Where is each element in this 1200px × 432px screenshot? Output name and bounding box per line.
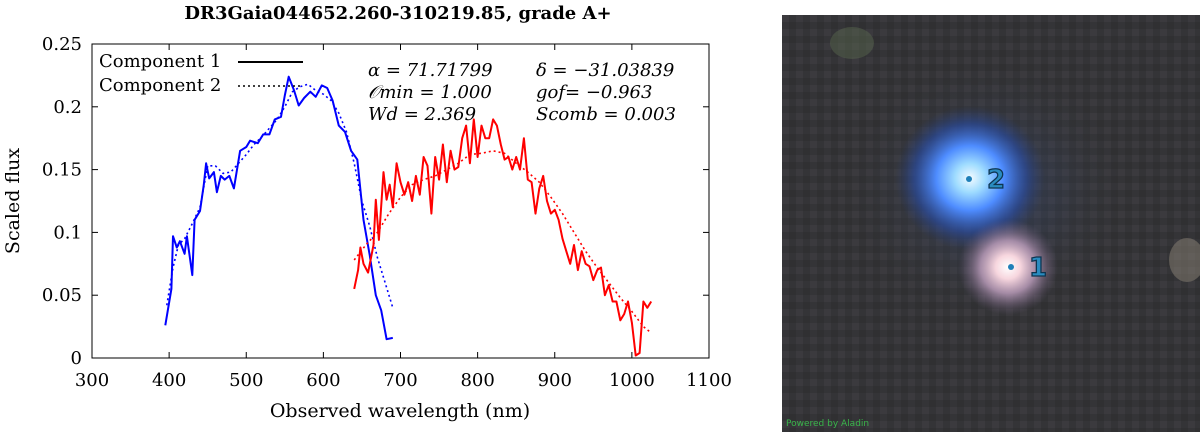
x-tick-label: 300	[75, 370, 109, 391]
x-tick-label: 1000	[609, 370, 655, 391]
annotation-ra: α = 71.71799	[368, 60, 493, 81]
sky-cutout: 2 1 Powered by Aladin	[782, 15, 1200, 432]
x-tick-label: 800	[460, 370, 494, 391]
sky-image-panel: 2 1 Powered by Aladin	[782, 15, 1200, 432]
y-tick-label: 0.2	[53, 97, 82, 118]
x-tick-label: 900	[538, 370, 572, 391]
y-tick-label: 0.15	[42, 160, 82, 181]
annotation-wd: Wd = 2.369	[368, 104, 476, 125]
annotation-dec: δ = −31.03839	[536, 60, 674, 81]
x-tick-label: 400	[152, 370, 186, 391]
marker-1-dot	[1008, 264, 1014, 270]
background-star	[830, 27, 874, 59]
annotation-omin: 𝒪min = 1.000	[368, 82, 492, 103]
x-tick-label: 1100	[686, 370, 732, 391]
annotation-scomb: Scomb = 0.003	[536, 104, 676, 125]
series-component-1-blue	[164, 75, 394, 341]
aladin-credit: Powered by Aladin	[786, 419, 869, 429]
background-star	[1169, 238, 1200, 282]
marker-1-label: 1	[1029, 253, 1047, 283]
fit-annotations: α = 71.71799 δ = −31.03839 𝒪min = 1.000 …	[368, 60, 676, 125]
chart-title: DR3Gaia044652.260-310219.85, grade A+	[184, 3, 611, 24]
series-component-2-blue	[166, 83, 394, 309]
x-tick-label: 700	[383, 370, 417, 391]
series-group	[164, 75, 653, 357]
y-tick-label: 0.1	[53, 222, 82, 243]
x-axis-label: Observed wavelength (nm)	[270, 400, 530, 422]
y-tick-label: 0.05	[42, 285, 82, 306]
series-component-1-red	[353, 118, 653, 357]
x-tick-label: 500	[229, 370, 263, 391]
marker-2-label: 2	[987, 165, 1005, 195]
y-tick-label: 0.25	[42, 34, 82, 55]
series-component-2-red	[353, 150, 652, 334]
marker-2-dot	[966, 176, 972, 182]
x-tick-label: 600	[306, 370, 340, 391]
spectrum-chart: DR3Gaia044652.260-310219.85, grade A+ 30…	[2, 3, 732, 422]
y-tick-label: 0	[71, 348, 82, 369]
y-axis-label: Scaled flux	[2, 148, 24, 254]
annotation-gof: gof= −0.963	[536, 82, 652, 103]
axis-ticks: 300 400 500 600 700 800 900 1000 1100 0 0.05 0.1 0.1…	[42, 34, 732, 391]
legend-label-component-1: Component 1	[99, 51, 221, 72]
legend-label-component-2: Component 2	[99, 75, 221, 96]
legend: Component 1 Component 2	[99, 51, 303, 96]
